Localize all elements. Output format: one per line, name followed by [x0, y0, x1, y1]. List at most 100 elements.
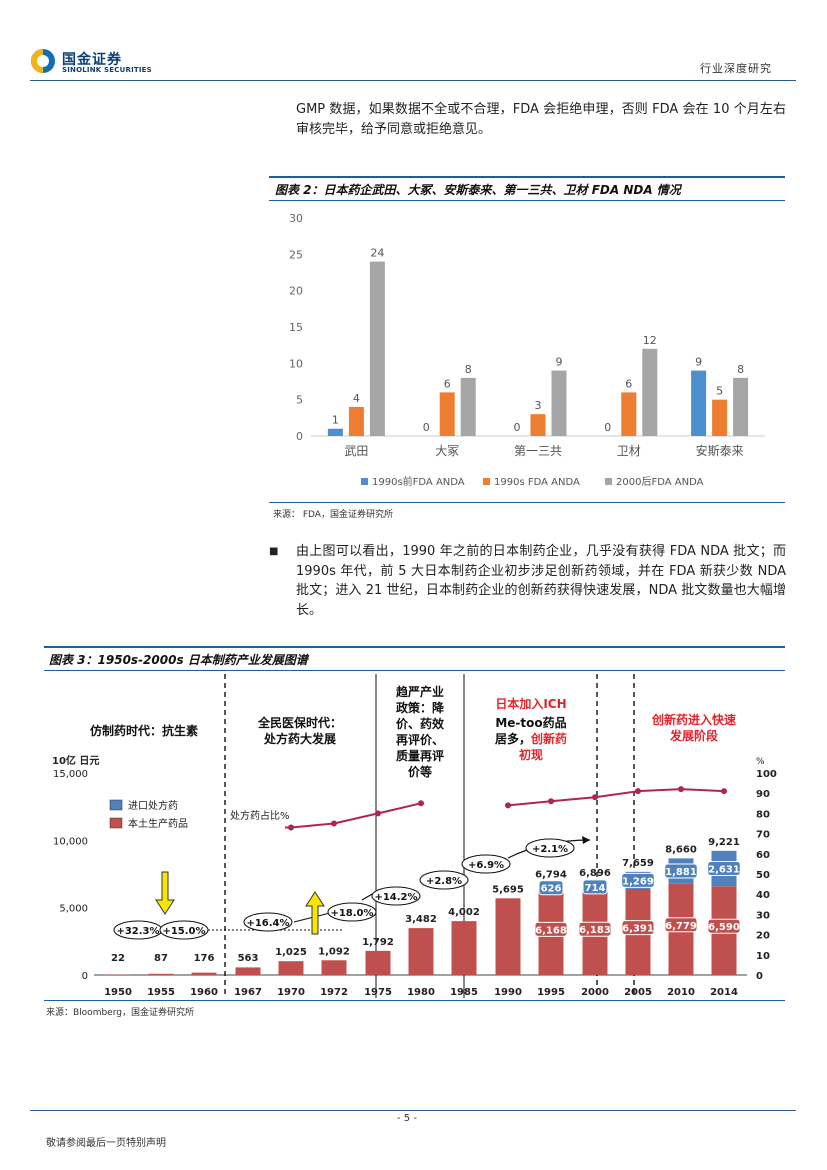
y-tick-label: 10,000	[53, 836, 88, 847]
y-tick-label: 0	[82, 971, 88, 982]
bar	[551, 370, 567, 436]
growth-label: +2.1%	[532, 844, 568, 855]
bar	[348, 406, 364, 436]
bar-label-box	[582, 879, 608, 895]
intro-paragraph: GMP 数据，如果数据不全或不合理，FDA 会拒绝申理，否则 FDA 会在 10…	[296, 102, 786, 137]
bar-domestic-label: 6,183	[579, 925, 611, 936]
bar-value-label: 0	[514, 421, 521, 434]
bar-domestic	[148, 973, 174, 975]
bar-domestic-label: 6,590	[708, 922, 740, 933]
era-label-red: 日本加入ICH	[495, 696, 566, 711]
bar-value-label: 1	[332, 414, 339, 427]
ratio-point	[331, 820, 337, 827]
bar	[733, 377, 749, 436]
growth-label: +16.4%	[246, 918, 289, 929]
growth-label: +18.0%	[330, 908, 373, 919]
bar-domestic	[408, 928, 434, 975]
bar-domestic	[278, 961, 304, 975]
x-tick-label: 2014	[710, 987, 738, 998]
bar-label-box	[534, 921, 568, 937]
bar	[327, 428, 343, 436]
bar	[460, 377, 476, 436]
y2-tick-label: 60	[756, 850, 770, 861]
header-divider	[30, 80, 796, 81]
legend-label: 进口处方药	[128, 799, 178, 812]
y2-tick-label: 30	[756, 910, 770, 921]
era-label-red: 创新药进入快速发展阶段	[651, 712, 736, 743]
logo-text-en: SINOLINK SECURITIES	[62, 66, 152, 74]
x-tick-label: 2000	[581, 987, 609, 998]
page-number: - 5 -	[397, 1113, 417, 1124]
bar	[621, 392, 637, 436]
y2-tick-label: 100	[756, 769, 777, 780]
x-tick-label: 1955	[147, 987, 175, 998]
figure3-top-rule	[44, 646, 785, 648]
up-arrow-icon	[305, 891, 325, 935]
bar	[439, 392, 455, 436]
y2-tick-label: 70	[756, 830, 770, 841]
legend-swatch	[361, 478, 368, 485]
bar-value-label: 24	[370, 247, 384, 260]
bar	[530, 414, 546, 436]
y2-tick-label: 90	[756, 789, 770, 800]
y2-tick-label: 20	[756, 931, 770, 942]
figure2-title: 图表 2：日本药企武田、大冢、安斯泰来、第一三共、卫材 FDA NDA 情况	[275, 183, 681, 197]
line-series-label: 处方药占比%	[230, 809, 290, 822]
figure2-chart: 0 5 10 15 20 25 30 1 4 24 武田 0 6 8 大冢 0 3 9 第一三共 0 6 12 卫材 9 5 8 安…	[289, 212, 765, 488]
growth-label: +14.2%	[374, 892, 417, 903]
x-tick-label: 1995	[537, 987, 565, 998]
ratio-point	[678, 786, 684, 793]
era-label: 趋严产业政策：降价、药效再评价、质量再评价等	[396, 684, 445, 779]
era-label-red: 初现	[519, 747, 543, 762]
x-tick-label: 1990	[494, 987, 522, 998]
legend-swatch	[109, 817, 123, 829]
bar-total-label: 6,896	[579, 868, 611, 879]
bar-total-label: 3,482	[405, 914, 437, 925]
bar-import-label: 626	[541, 884, 562, 895]
bar-total-label: 8,660	[665, 844, 697, 855]
legend-swatch	[109, 799, 123, 811]
bar-import-label: 714	[585, 883, 606, 894]
x-tick-label: 1985	[450, 987, 478, 998]
ratio-point	[635, 788, 641, 795]
footer-disclaimer: 敬请参阅最后一页特别声明	[46, 1138, 166, 1149]
growth-label: +32.3%	[116, 926, 159, 937]
figure3-source: 来源：Bloomberg，国金证券研究所	[46, 1008, 194, 1018]
bar-value-label: 6	[625, 377, 632, 390]
down-arrow-icon	[155, 871, 175, 915]
figure2-bottom-rule	[269, 502, 785, 503]
left-axis-unit: 10亿 日元	[52, 754, 99, 767]
growth-bubble	[327, 902, 377, 922]
bullet-paragraph: 由上图可以看出，1990 年之前的日本制药企业，几乎没有获得 FDA NDA 批…	[296, 544, 786, 618]
footer-divider	[30, 1110, 796, 1111]
ratio-line	[507, 788, 725, 807]
bar-value-label: 9	[556, 356, 563, 369]
bar	[691, 370, 707, 436]
bar-total-label: 9,221	[708, 837, 740, 848]
y2-tick-label: 40	[756, 890, 770, 901]
legend-swatch	[483, 478, 490, 485]
ratio-line	[285, 802, 422, 829]
legend-label: 2000后FDA ANDA	[616, 476, 704, 488]
bar-total-label: 563	[238, 953, 259, 964]
bar-domestic	[235, 967, 261, 975]
logo-icon	[31, 49, 55, 73]
bar-value-label: 4	[353, 392, 360, 405]
y-tick-label: 0	[296, 430, 303, 443]
bar-label-box	[621, 920, 655, 936]
ratio-point	[721, 788, 727, 795]
y2-tick-label: 0	[756, 971, 763, 982]
x-tick-label: 1967	[234, 987, 262, 998]
figure2-source: 来源： FDA，国金证券研究所	[273, 510, 393, 520]
bar-label-box	[707, 918, 741, 934]
bar-total-label: 6,794	[535, 870, 567, 881]
bar-label-box	[664, 863, 698, 879]
growth-label: +15.0%	[162, 926, 205, 937]
bar-domestic	[191, 972, 217, 975]
bar-total-label: 5,695	[492, 884, 524, 895]
bar-value-label: 3	[535, 399, 542, 412]
x-tick-label: 武田	[344, 444, 368, 458]
growth-bubble	[159, 920, 209, 940]
bar-import-label: 1,881	[665, 867, 697, 878]
legend-swatch	[605, 478, 612, 485]
